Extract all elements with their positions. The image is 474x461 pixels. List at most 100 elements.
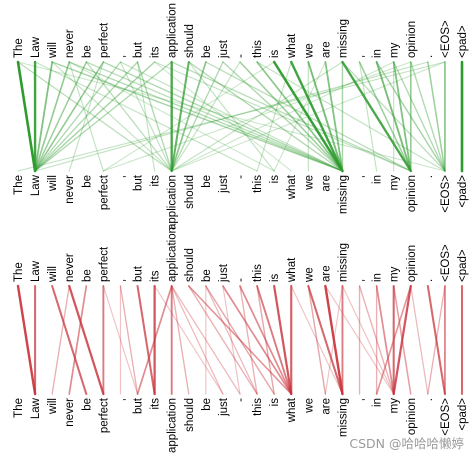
target-token-18: are (320, 398, 332, 415)
target-token-7: but (133, 174, 145, 191)
attention-edge-<EOS>-to-The (17, 61, 446, 172)
attention-edge-application-to-opinion (171, 61, 412, 172)
target-token-13: - (235, 175, 247, 179)
attention-edge-should-to-missing (188, 61, 344, 172)
attention-edge-this-to-what (256, 285, 293, 395)
attention-edge-will-to-application (51, 61, 173, 172)
target-token-4: be (81, 398, 93, 411)
source-token-6: , (115, 55, 127, 58)
attention-edge-Law-to-this (34, 61, 258, 172)
attention-edge-.-to-<EOS> (427, 61, 446, 172)
attention-edge-,-to-but (119, 285, 139, 395)
attention-edge-its-to-what (154, 61, 292, 172)
target-token-14: this (252, 175, 264, 193)
attention-edge-but-to-application (136, 61, 173, 172)
source-token-13: - (235, 278, 247, 282)
attention-edge-will-to-be (51, 284, 88, 396)
attention-edge-never-to-will (51, 285, 70, 395)
attention-edge-but-to-its (136, 61, 156, 172)
target-token-22: my (389, 175, 401, 191)
source-token-26: <pad> (457, 249, 469, 282)
attention-edge-but-to-Law (34, 61, 139, 172)
attention-edge-be-to-application (85, 61, 173, 172)
attention-edge-.-to-<EOS> (426, 284, 446, 396)
source-token-17: we (303, 43, 315, 59)
target-token-18: are (320, 175, 332, 192)
watermark: CSDN @哈哈哈懒婷 (349, 436, 464, 451)
attention-edge-its-to-opinion (154, 61, 412, 172)
source-token-25: <EOS> (440, 244, 452, 282)
attention-edge-just-to-- (222, 285, 241, 395)
target-token-24: . (423, 175, 435, 178)
attention-edge-,-to-in (358, 61, 378, 172)
target-token-12: just (218, 397, 230, 417)
attention-panel-red: TheTheLawLawwillwillneverneverbebeperfec… (13, 227, 469, 453)
attention-edge-be-to-missing (85, 61, 344, 172)
attention-edge-,-to-my (358, 285, 395, 395)
attention-edge-should-to-this (188, 285, 258, 395)
target-token-14: this (252, 398, 264, 416)
attention-edge-opinion-to-<EOS> (410, 61, 446, 172)
attention-edge-opinion-to-my (392, 284, 412, 396)
attention-edge---to-this (239, 285, 258, 395)
target-token-24: . (423, 398, 435, 401)
attention-edge-in-to-my (375, 285, 395, 395)
source-token-13: - (235, 54, 247, 58)
target-token-10: should (184, 175, 196, 209)
source-token-23: opinion (406, 21, 418, 58)
attention-edge-my-to-application (171, 61, 395, 172)
target-token-5: perfect (98, 397, 110, 433)
source-token-21: in (372, 273, 384, 282)
attention-edge-should-to-is (188, 61, 275, 172)
attention-edge-application-to-should (171, 285, 190, 395)
attention-edge-what-to-this (256, 61, 292, 172)
attention-edge-never-to-perfect (68, 284, 105, 396)
attention-edge-,-to-opinion (358, 61, 412, 172)
source-token-24: . (423, 279, 435, 282)
attention-edge-should-to-what (187, 285, 293, 395)
attention-edge-what-to-missing (290, 285, 344, 395)
source-token-0: The (13, 38, 25, 58)
target-token-16: what (286, 174, 298, 200)
source-token-6: , (115, 279, 127, 282)
attention-edge-perfect-to-missing (102, 61, 344, 172)
attention-edge-application-to-- (171, 285, 241, 395)
target-token-21: in (372, 175, 384, 184)
target-token-13: - (235, 398, 247, 402)
attention-edge-my-to-<EOS> (393, 61, 446, 172)
source-token-20: , (355, 279, 367, 282)
attention-edge-in-to-opinion (375, 61, 412, 172)
attention-edge-missing-to-my (341, 285, 395, 395)
attention-edge-The-to-<EOS> (17, 61, 446, 172)
source-token-1: Law (30, 260, 42, 282)
target-token-23: opinion (406, 398, 418, 435)
attention-edge-this-to-missing (256, 61, 344, 172)
source-token-23: opinion (406, 245, 418, 282)
attention-edge-is-to-missing (272, 60, 344, 173)
attention-edge-.-to-Law (34, 61, 429, 172)
target-token-12: just (218, 174, 230, 194)
attention-edge-just-to-application (171, 61, 224, 172)
target-token-16: what (286, 397, 298, 423)
attention-edge-The-to-Law (16, 60, 37, 173)
source-token-0: The (13, 262, 25, 282)
target-token-9: application (167, 175, 179, 230)
source-token-22: my (389, 42, 401, 58)
target-token-25: <EOS> (440, 398, 452, 436)
attention-edge-,-to-application (119, 61, 173, 172)
source-token-18: are (320, 41, 332, 58)
attention-edge-,-to-Law (34, 61, 122, 172)
source-token-10: should (184, 248, 196, 282)
source-token-16: what (286, 33, 298, 59)
source-token-15: is (269, 273, 281, 282)
attention-edge-are-to-missing (324, 61, 344, 172)
attention-edge-should-to-application (170, 60, 190, 173)
target-token-20: , (355, 398, 367, 401)
attention-edge-this-to-<EOS> (256, 61, 446, 172)
target-token-10: should (184, 398, 196, 432)
source-token-14: this (252, 40, 264, 58)
source-token-7: but (133, 265, 145, 282)
attention-edge-just-to-what (222, 285, 293, 395)
target-token-5: perfect (98, 174, 110, 210)
target-token-23: opinion (406, 175, 418, 212)
